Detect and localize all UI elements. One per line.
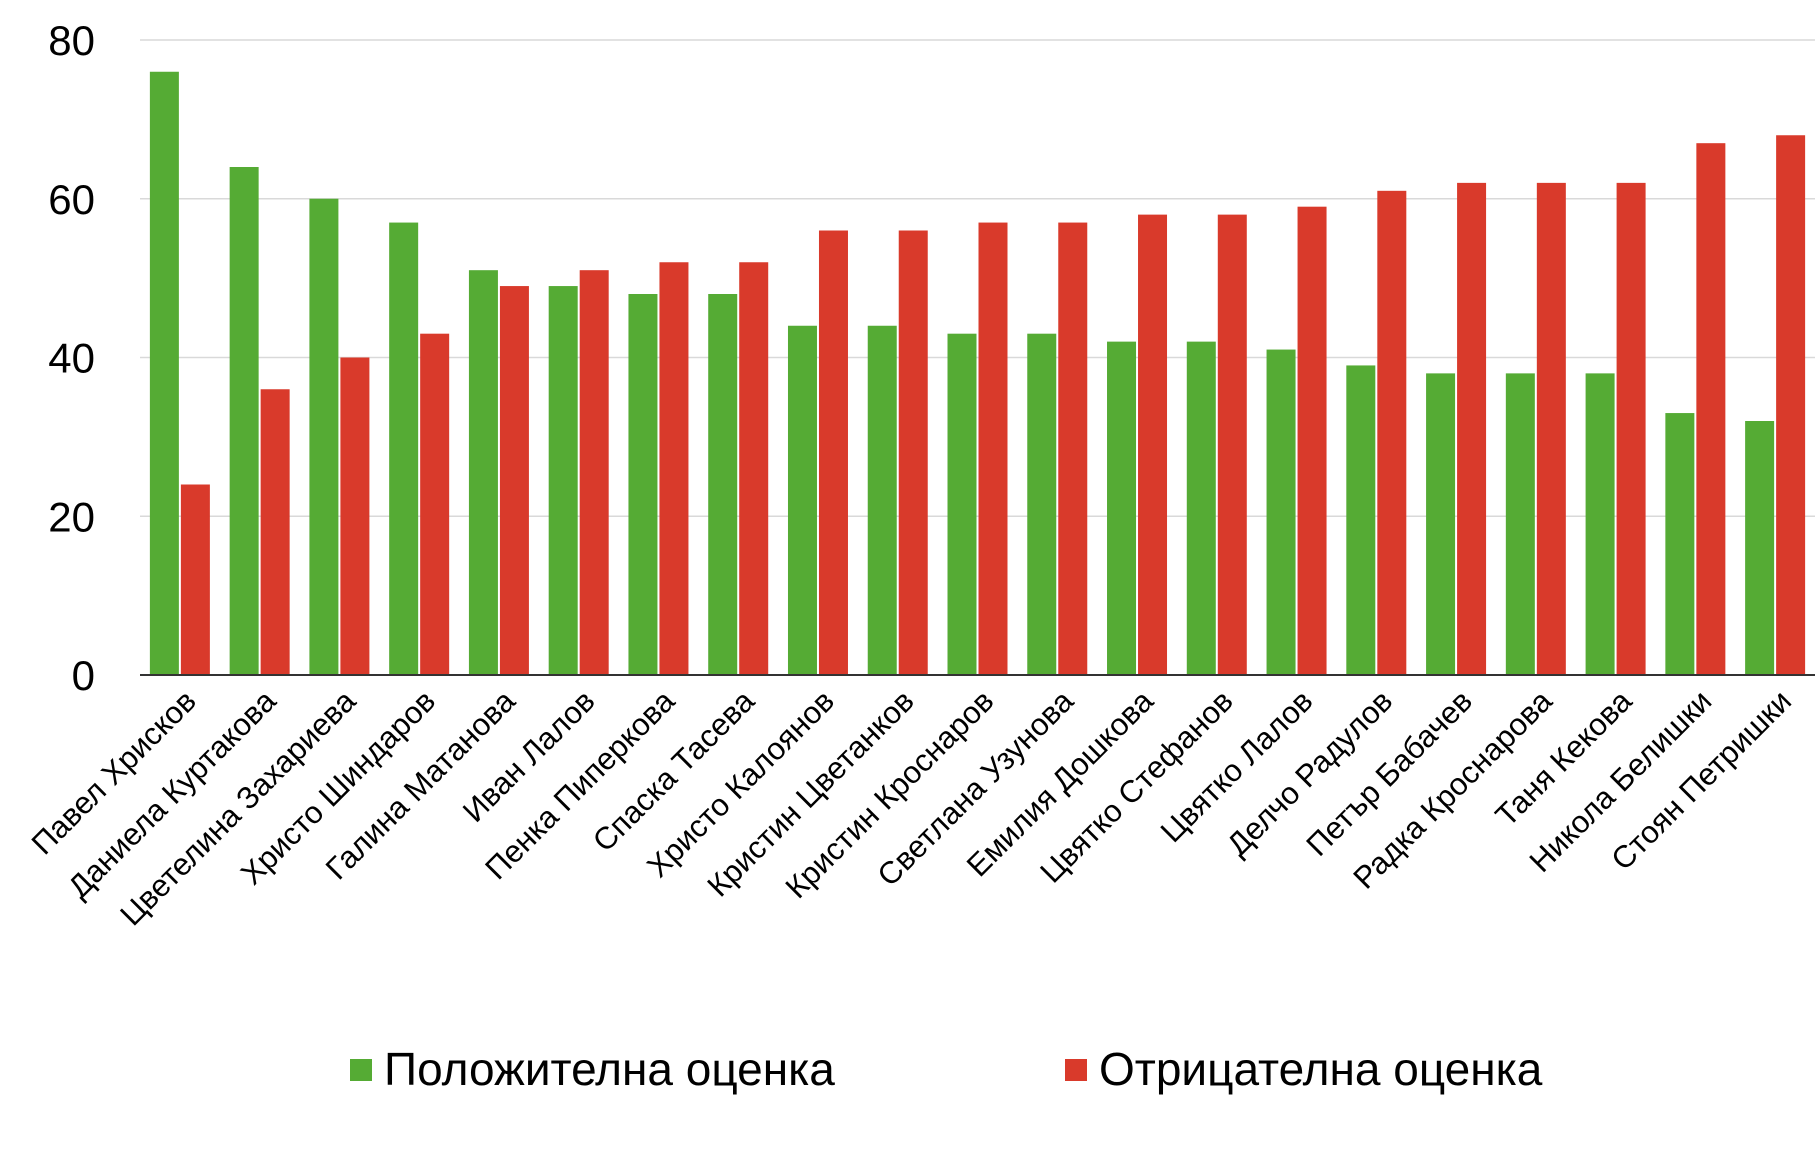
bar-positive-18 (1585, 373, 1615, 675)
bar-negative-1 (260, 389, 290, 675)
legend-swatch (350, 1059, 372, 1081)
y-tick-label: 60 (48, 176, 95, 223)
bar-negative-11 (1058, 222, 1088, 675)
y-tick-label: 20 (48, 493, 95, 540)
bar-negative-13 (1217, 214, 1247, 675)
bars (149, 71, 1806, 675)
bar-positive-0 (149, 71, 179, 675)
bar-positive-11 (1027, 333, 1057, 675)
bar-negative-6 (659, 262, 689, 675)
bar-negative-9 (898, 230, 928, 675)
bar-positive-10 (947, 333, 977, 675)
bar-positive-13 (1186, 341, 1216, 675)
legend-label: Положителна оценка (384, 1043, 835, 1095)
bar-negative-18 (1616, 182, 1646, 675)
bar-positive-1 (229, 167, 259, 675)
bar-negative-17 (1536, 182, 1566, 675)
bar-negative-16 (1457, 182, 1487, 675)
y-axis: 0 20 40 60 80 (48, 17, 95, 699)
y-tick-label: 0 (72, 652, 95, 699)
bar-negative-5 (579, 270, 609, 675)
legend-swatch (1065, 1059, 1087, 1081)
bar-positive-6 (628, 294, 658, 675)
bar-negative-12 (1138, 214, 1168, 675)
bar-negative-10 (978, 222, 1008, 675)
bar-positive-15 (1346, 365, 1376, 675)
bar-negative-20 (1776, 135, 1806, 675)
y-tick-label: 80 (48, 17, 95, 64)
bar-negative-7 (739, 262, 769, 675)
grid-lines (140, 39, 1815, 517)
bar-positive-19 (1665, 413, 1695, 675)
legend-item-positive: Положителна оценка (350, 1043, 835, 1095)
legend: Положителна оценка Отрицателна оценка (350, 1043, 1543, 1095)
bar-negative-19 (1696, 143, 1726, 675)
legend-item-negative: Отрицателна оценка (1065, 1043, 1543, 1095)
bar-negative-4 (499, 286, 529, 675)
y-tick-label: 40 (48, 335, 95, 382)
bar-positive-3 (389, 222, 419, 675)
bar-negative-8 (818, 230, 848, 675)
bar-negative-0 (180, 484, 210, 675)
bar-positive-5 (548, 286, 578, 675)
bar-positive-12 (1107, 341, 1137, 675)
bar-negative-2 (340, 357, 370, 675)
legend-label: Отрицателна оценка (1099, 1043, 1543, 1095)
bar-positive-14 (1266, 349, 1296, 675)
bar-positive-20 (1745, 421, 1775, 675)
bar-positive-16 (1426, 373, 1456, 675)
bar-positive-9 (867, 325, 897, 675)
bar-positive-4 (468, 270, 498, 675)
bar-negative-14 (1297, 206, 1327, 675)
bar-negative-3 (420, 333, 450, 675)
bar-positive-17 (1505, 373, 1535, 675)
bar-negative-15 (1377, 190, 1407, 675)
bar-positive-7 (708, 294, 738, 675)
bar-positive-8 (787, 325, 817, 675)
bar-positive-2 (309, 198, 339, 675)
